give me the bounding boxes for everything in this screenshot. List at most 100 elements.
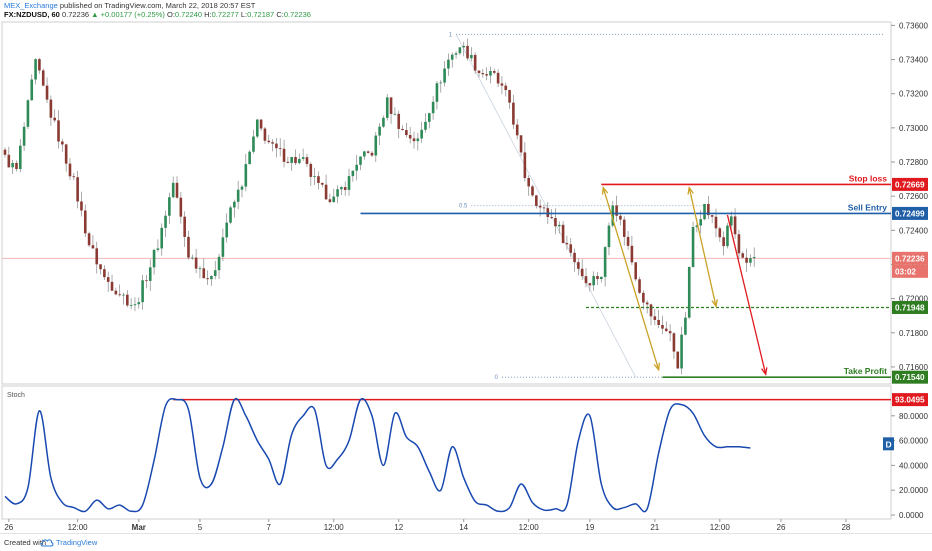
candle-body xyxy=(512,102,515,125)
stoch-line xyxy=(4,397,751,513)
candle-body xyxy=(412,138,416,142)
candle-body xyxy=(236,189,240,202)
candle-body xyxy=(152,249,156,268)
candle-body xyxy=(148,267,152,281)
candle-body xyxy=(626,236,630,246)
price-pane[interactable]: 0.73600 0.73400 0.73200 0.73000 0.72800 0.726… xyxy=(1,21,928,385)
stoch-pane-border xyxy=(1,385,892,520)
candle-body xyxy=(668,331,672,334)
price-change: ▲ +0.00177 (+0.25%) xyxy=(91,10,165,19)
time-tick-label: Mar xyxy=(132,523,146,532)
price-tick-label: 0.72400 xyxy=(899,226,928,235)
candle-body xyxy=(49,99,53,118)
candle-body xyxy=(447,59,450,69)
stop-loss-price-tag: 0.72669 xyxy=(895,180,925,189)
stoch-tick-label: 20.0000 xyxy=(899,486,928,495)
fib-level-label: 0.5 xyxy=(459,204,468,210)
candle-body xyxy=(443,68,446,83)
candle-body xyxy=(523,152,527,178)
price-pane-border xyxy=(1,21,892,385)
candle-body xyxy=(282,148,286,162)
candle-body xyxy=(645,302,649,305)
candle-body xyxy=(707,203,710,216)
candle-body xyxy=(26,100,30,127)
price-tick-label: 0.72000 xyxy=(899,295,928,304)
candle-body xyxy=(118,294,121,296)
candle-body xyxy=(68,163,72,177)
candle-body xyxy=(508,90,511,103)
candle-body xyxy=(485,74,488,76)
candle-body xyxy=(30,79,34,101)
candle-body xyxy=(611,205,615,226)
candle-body xyxy=(61,141,64,145)
candle-body xyxy=(664,328,668,332)
time-tick-label: 12:00 xyxy=(519,523,540,532)
chart-canvas[interactable]: 0.73600 0.73400 0.73200 0.73000 0.72800 0.726… xyxy=(0,0,932,532)
countdown-tag: 03:02 xyxy=(895,267,916,276)
take-profit-price-tag-box xyxy=(892,370,928,384)
candle-body xyxy=(687,266,691,318)
candle-body xyxy=(718,228,722,238)
countdown-tag-box xyxy=(892,264,928,278)
candle-body xyxy=(492,71,496,73)
indicator-badge: D xyxy=(886,439,892,449)
candle-body xyxy=(213,270,217,277)
time-tick-label: 21 xyxy=(650,523,659,532)
candle-body xyxy=(366,151,370,153)
candle-body xyxy=(145,280,148,282)
footer-bar: Created with TradingView xyxy=(0,533,932,551)
candle-body xyxy=(351,170,355,177)
time-tick-label: 7 xyxy=(267,523,272,532)
candle-body xyxy=(168,197,171,216)
candle-body xyxy=(427,113,431,122)
chart-header: MEX_Exchange published on TradingView.co… xyxy=(4,1,311,19)
candle-body xyxy=(684,317,687,335)
stoch-tick-label: 40.0000 xyxy=(899,461,928,470)
candle-body xyxy=(191,257,194,259)
tradingview-brand[interactable]: TradingView xyxy=(56,538,98,547)
candle-body xyxy=(752,257,756,259)
publisher-link[interactable]: MEX_Exchange xyxy=(4,1,58,10)
candle-body xyxy=(34,59,37,80)
candle-body xyxy=(202,268,206,279)
candle-body xyxy=(298,158,301,164)
price-tick-label: 0.73000 xyxy=(899,124,928,133)
candle-body xyxy=(710,215,714,217)
candle-body xyxy=(267,140,271,143)
candle-body xyxy=(714,216,718,229)
support-price-tag: 0.71948 xyxy=(895,304,925,313)
candle-body xyxy=(210,276,213,280)
candle-body xyxy=(401,128,404,131)
candle-body xyxy=(393,113,397,115)
candle-body xyxy=(726,225,729,247)
candle-body xyxy=(57,120,60,142)
time-tick-label: 12:00 xyxy=(710,523,731,532)
stoch-pane[interactable]: 80.0000 60.0000 40.0000 20.0000 0.0000 Stoch 9… xyxy=(1,385,928,520)
stop-loss-label: Stop loss xyxy=(849,173,888,183)
candle-body xyxy=(290,156,293,163)
candle-body xyxy=(347,176,351,190)
tradingview-cloud-icon xyxy=(40,539,54,547)
candle-body xyxy=(737,234,741,254)
candle-body xyxy=(187,236,190,258)
candle-body xyxy=(332,196,336,203)
price-tick-label: 0.73200 xyxy=(899,90,928,99)
candle-body xyxy=(420,129,423,139)
candle-body xyxy=(217,256,221,271)
candle-body xyxy=(244,164,248,187)
candle-body xyxy=(470,54,473,59)
candle-body xyxy=(175,182,179,198)
candle-body xyxy=(676,351,680,369)
time-axis[interactable]: 26 12:00 Mar 5 7 12:00 12 14 12:00 19 21 12:00 26 28 xyxy=(4,519,851,532)
stoch-tick-label: 80.0000 xyxy=(899,412,928,421)
candle-body xyxy=(7,154,11,168)
candle-body xyxy=(324,184,328,200)
stoch-tick-label: 0.0000 xyxy=(899,511,924,520)
candle-body xyxy=(171,182,175,198)
candle-body xyxy=(496,72,500,84)
candle-body xyxy=(695,225,699,228)
candle-body xyxy=(481,73,485,75)
candle-body xyxy=(221,237,225,257)
support-price-tag-box xyxy=(892,301,928,315)
stoch-title: Stoch xyxy=(7,392,25,399)
